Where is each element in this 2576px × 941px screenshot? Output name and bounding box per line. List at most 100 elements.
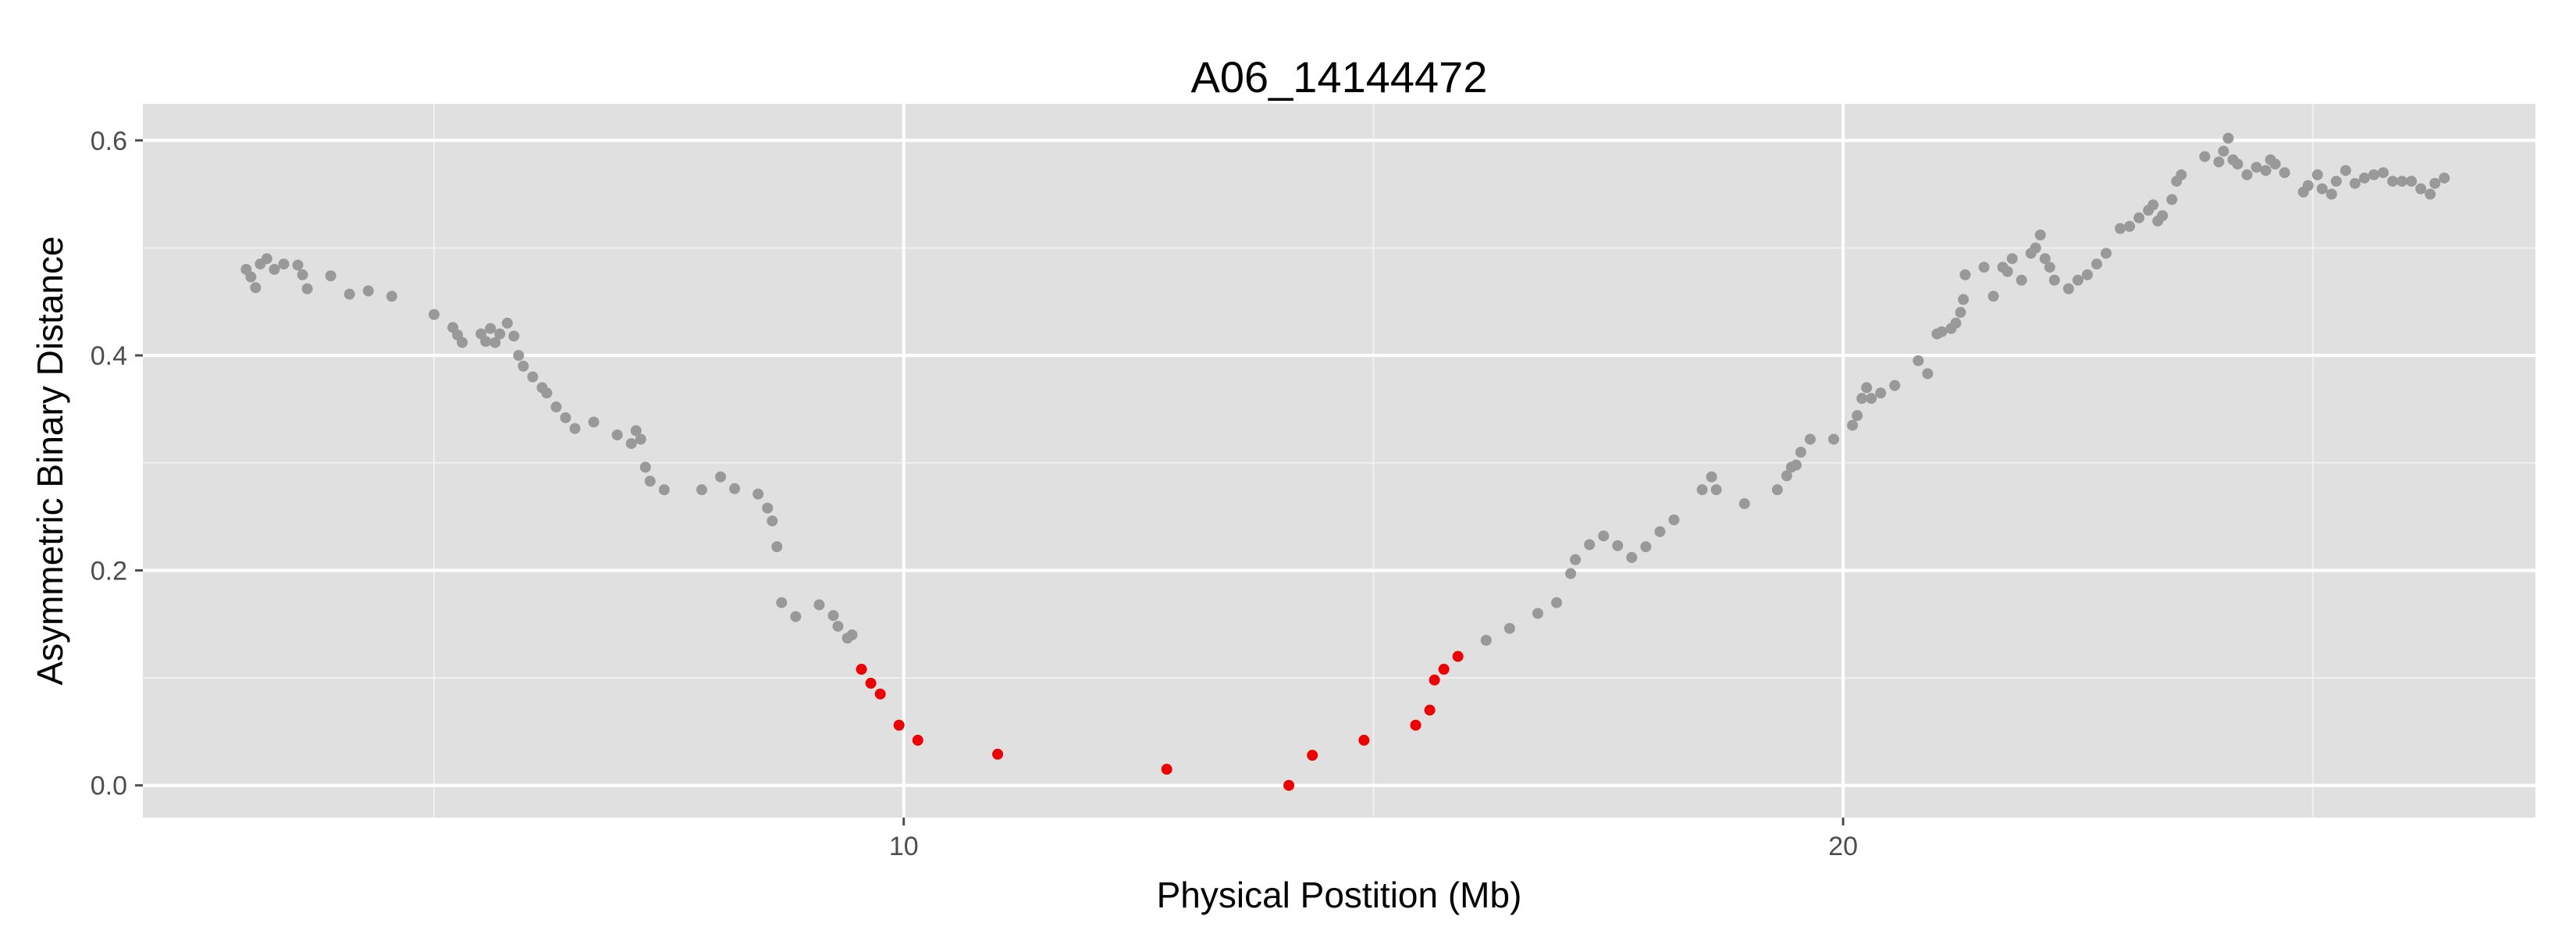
data-point bbox=[644, 476, 656, 487]
data-point bbox=[729, 483, 741, 494]
data-point bbox=[261, 253, 272, 265]
data-point bbox=[2358, 172, 2370, 184]
y-axis-title: Asymmetric Binary Distance bbox=[30, 236, 70, 685]
data-point bbox=[1922, 368, 1934, 380]
data-point bbox=[1958, 294, 1969, 305]
data-point bbox=[1790, 459, 1802, 471]
data-point bbox=[2378, 167, 2389, 179]
data-point bbox=[1598, 530, 1610, 542]
x-tick-label: 20 bbox=[1828, 832, 1858, 861]
data-point bbox=[625, 437, 637, 449]
data-point bbox=[1875, 387, 1887, 399]
data-point bbox=[776, 597, 788, 608]
data-point bbox=[1570, 554, 1582, 565]
data-point bbox=[501, 317, 513, 329]
data-point bbox=[2406, 176, 2418, 187]
data-point bbox=[480, 336, 492, 348]
data-point bbox=[2048, 274, 2060, 286]
data-point bbox=[1852, 410, 1863, 422]
data-point bbox=[2147, 199, 2159, 211]
data-point bbox=[2166, 194, 2178, 205]
data-point bbox=[813, 599, 825, 611]
data-point bbox=[767, 515, 778, 527]
data-point bbox=[1889, 380, 1901, 391]
data-point bbox=[846, 629, 858, 640]
data-point bbox=[362, 285, 374, 297]
data-point bbox=[1654, 526, 1666, 537]
data-point bbox=[2311, 169, 2323, 180]
data-point bbox=[1771, 484, 1783, 496]
highlighted-data-point bbox=[1429, 674, 1440, 686]
data-point bbox=[790, 611, 802, 622]
x-tick-label: 10 bbox=[889, 832, 919, 861]
data-point bbox=[1503, 622, 1515, 634]
data-point bbox=[2339, 165, 2351, 176]
data-point bbox=[457, 337, 468, 348]
data-point bbox=[1738, 498, 1750, 510]
y-tick-label: 0.6 bbox=[91, 127, 127, 156]
highlighted-data-point bbox=[912, 734, 923, 746]
data-point bbox=[2387, 176, 2399, 187]
data-point bbox=[2199, 151, 2211, 162]
highlighted-data-point bbox=[1161, 764, 1172, 775]
data-point bbox=[2115, 223, 2126, 234]
data-point bbox=[1978, 262, 1990, 273]
data-point bbox=[1626, 551, 1638, 563]
data-point bbox=[245, 271, 257, 283]
data-point bbox=[278, 258, 290, 270]
data-points bbox=[240, 133, 2450, 791]
data-point bbox=[2213, 156, 2225, 168]
data-point bbox=[696, 484, 708, 496]
data-point bbox=[2006, 253, 2018, 265]
highlighted-data-point bbox=[893, 719, 905, 731]
data-point bbox=[2368, 169, 2380, 180]
data-point bbox=[2439, 172, 2450, 184]
y-axis-ticks: 0.0 0.2 0.4 0.6 bbox=[91, 127, 143, 801]
data-point bbox=[429, 308, 440, 320]
data-point bbox=[2218, 145, 2229, 157]
data-point bbox=[630, 425, 642, 437]
data-point bbox=[541, 387, 553, 399]
highlighted-data-point bbox=[1438, 664, 1450, 675]
data-point bbox=[550, 401, 562, 413]
data-point bbox=[762, 502, 774, 514]
data-point bbox=[343, 288, 355, 300]
data-point bbox=[827, 610, 839, 622]
data-point bbox=[2222, 133, 2234, 144]
data-point bbox=[2415, 183, 2427, 194]
data-point bbox=[715, 471, 727, 483]
data-point bbox=[2062, 283, 2074, 294]
plot-panel bbox=[143, 104, 2535, 818]
highlighted-data-point bbox=[1307, 750, 1318, 761]
data-point bbox=[1847, 419, 1859, 431]
highlighted-data-point bbox=[1283, 779, 1295, 791]
y-tick-label: 0.2 bbox=[91, 556, 127, 586]
highlighted-data-point bbox=[1358, 734, 1370, 746]
data-point bbox=[269, 263, 280, 275]
data-point bbox=[639, 462, 651, 473]
data-point bbox=[611, 429, 623, 440]
data-point bbox=[2325, 188, 2337, 200]
data-point bbox=[753, 488, 764, 500]
data-point bbox=[489, 337, 501, 348]
data-point bbox=[1612, 540, 1624, 551]
major-gridlines bbox=[143, 104, 2535, 818]
data-point bbox=[2176, 169, 2187, 180]
data-point bbox=[2091, 258, 2103, 270]
data-point bbox=[2016, 274, 2027, 286]
data-point bbox=[1828, 433, 1840, 445]
data-point bbox=[2133, 212, 2145, 223]
highlighted-data-point bbox=[856, 664, 867, 675]
highlighted-data-point bbox=[1452, 651, 1464, 662]
data-point bbox=[2001, 266, 2013, 277]
data-point bbox=[2425, 188, 2436, 200]
data-point bbox=[635, 433, 646, 445]
minor-gridlines bbox=[143, 104, 2535, 818]
data-point bbox=[569, 422, 581, 434]
data-point bbox=[2279, 167, 2290, 179]
data-point bbox=[2124, 220, 2136, 232]
data-point bbox=[2072, 274, 2083, 286]
data-point bbox=[386, 290, 397, 302]
